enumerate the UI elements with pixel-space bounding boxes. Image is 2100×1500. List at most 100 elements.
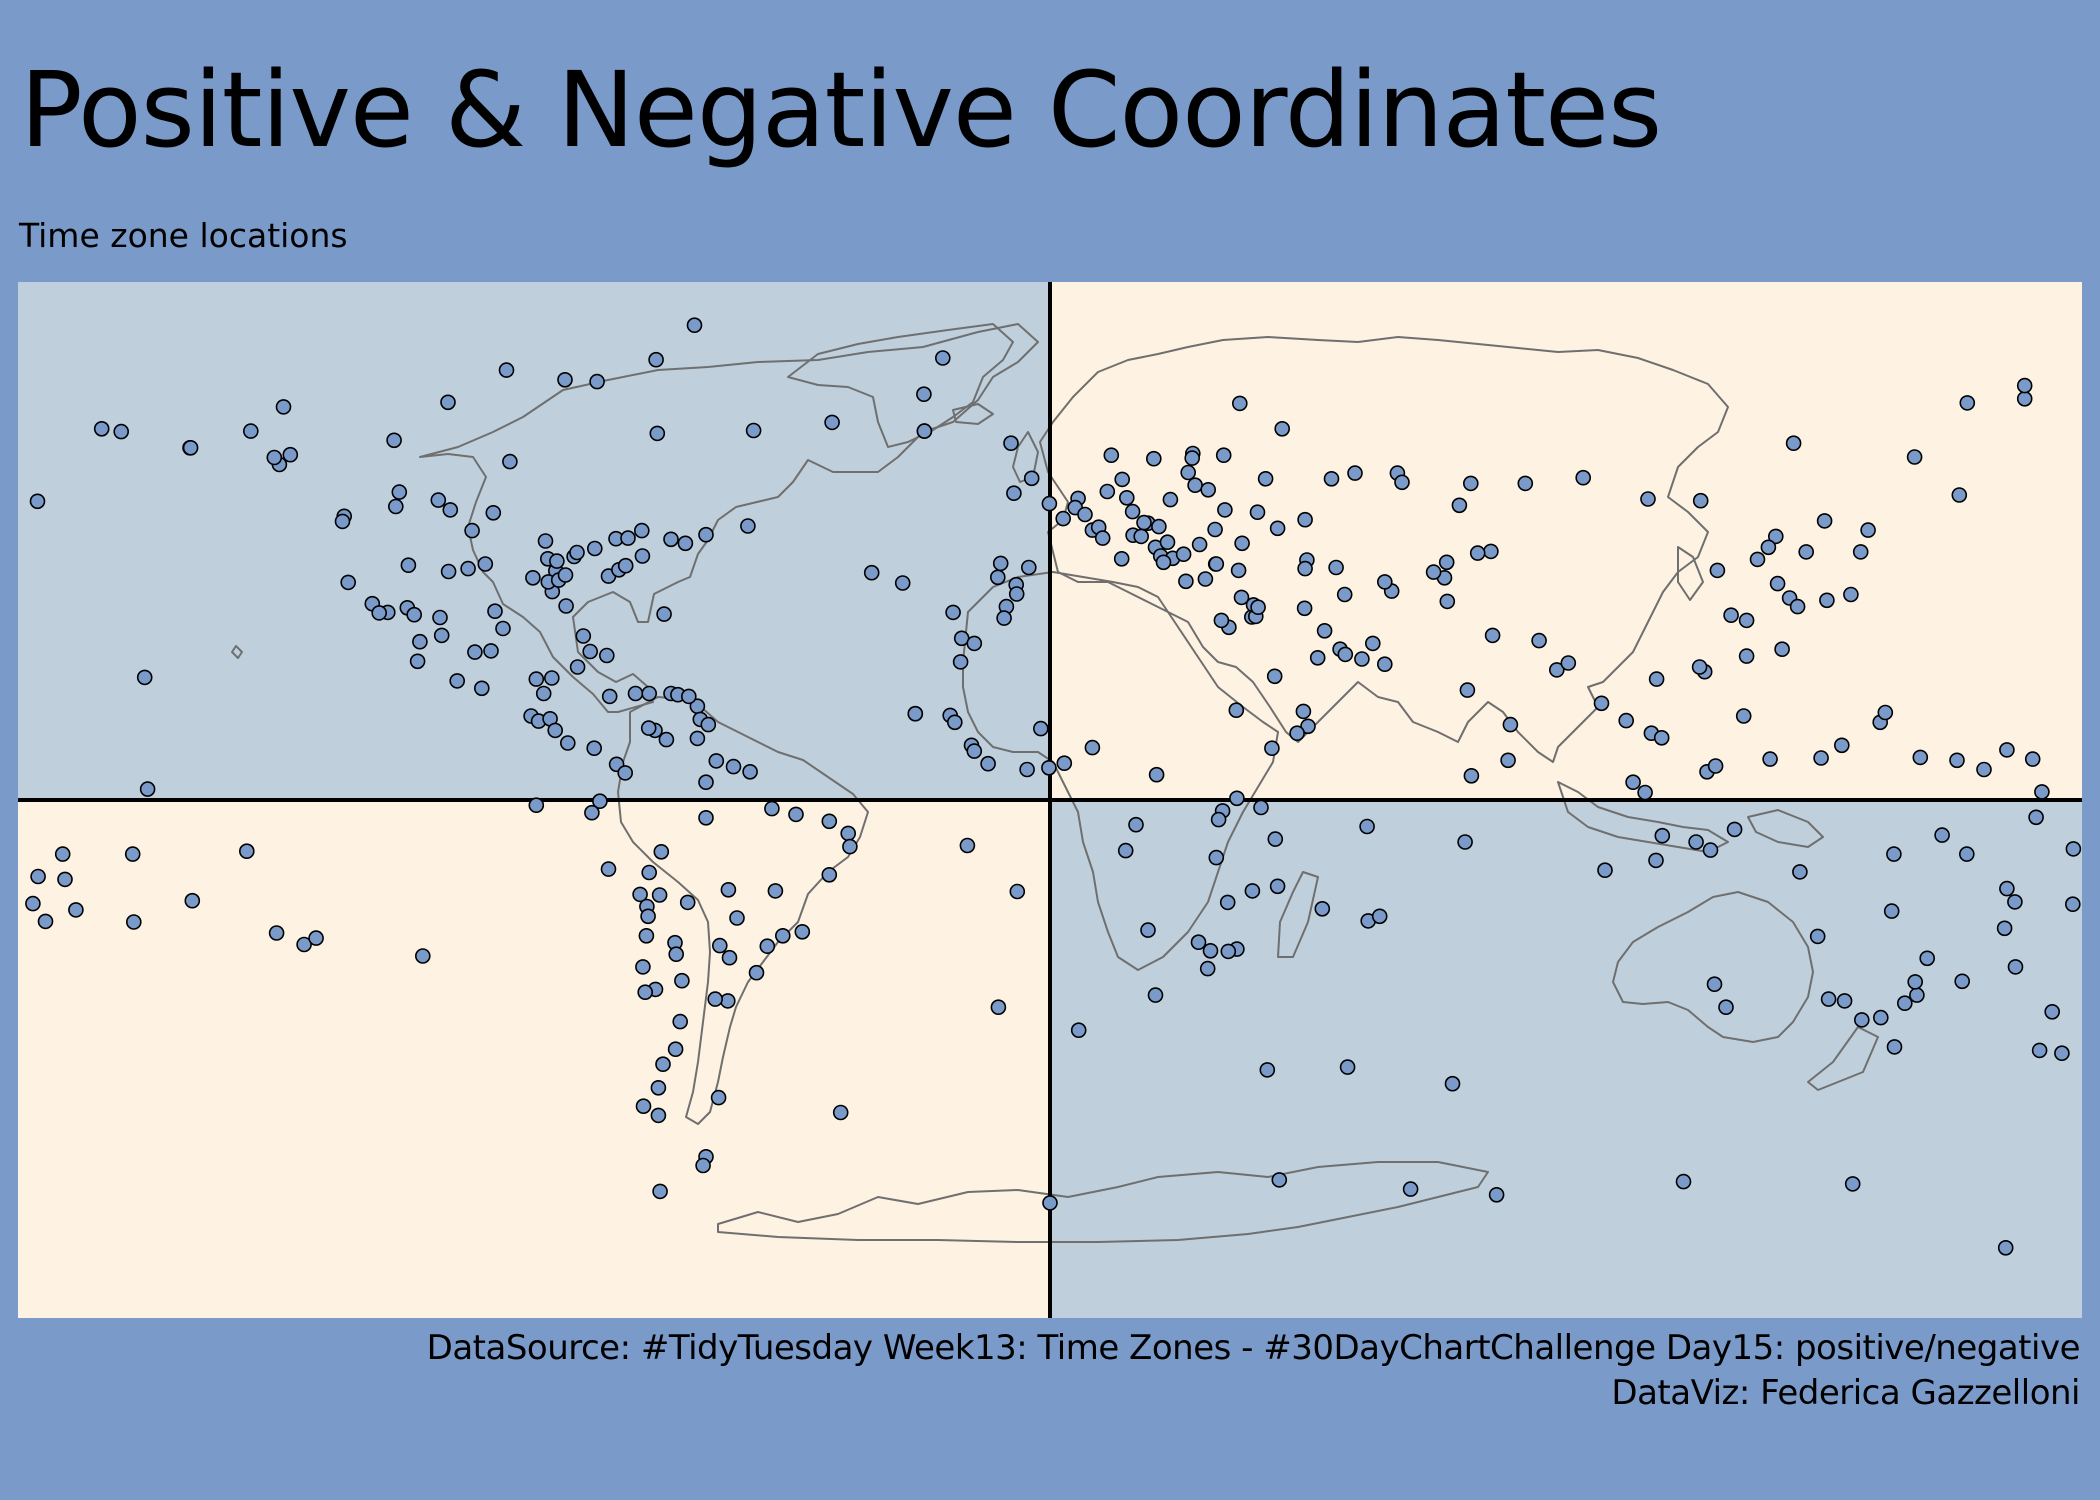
timezone-point (990, 999, 1007, 1016)
timezone-point (677, 535, 694, 552)
timezone-point (650, 1079, 667, 1096)
timezone-point (1019, 761, 1035, 778)
timezone-point (1560, 655, 1577, 671)
timezone-point (934, 350, 951, 366)
timezone-point (1954, 973, 1970, 990)
timezone-point (767, 883, 784, 899)
timezone-point (1789, 598, 1806, 615)
timezone-point (1200, 482, 1216, 498)
timezone-point (946, 714, 963, 731)
timezone-point (1032, 720, 1049, 737)
timezone-point (1718, 999, 1734, 1016)
timezone-point (2065, 841, 2082, 857)
timezone-point (1809, 928, 1826, 945)
timezone-point (821, 813, 838, 830)
timezone-point (1919, 950, 1935, 967)
timezone-point (1023, 470, 1040, 487)
timezone-point (1444, 1075, 1461, 1092)
timezone-point (1084, 739, 1101, 756)
chart-subtitle: Time zone locations (19, 216, 348, 255)
timezone-point (2016, 391, 2033, 407)
timezone-point (668, 946, 685, 963)
timezone-point (653, 843, 670, 860)
timezone-point (832, 1104, 849, 1121)
timezone-point (1723, 607, 1739, 624)
timezone-point (464, 522, 480, 539)
timezone-point (1114, 471, 1130, 488)
timezone-point (1934, 827, 1950, 843)
timezone-point (842, 838, 858, 855)
timezone-point (412, 633, 428, 650)
timezone-point (1820, 991, 1837, 1007)
timezone-point (1769, 575, 1786, 592)
timezone-point (340, 574, 357, 591)
timezone-point (1844, 1176, 1861, 1192)
timezone-point (1999, 880, 2015, 897)
timezone-point (637, 984, 654, 1001)
timezone-point (1271, 1172, 1288, 1188)
country-outline-japan (1677, 546, 1704, 601)
timezone-point (1768, 528, 1784, 545)
timezone-point (136, 669, 153, 686)
timezone-point (430, 492, 447, 508)
timezone-point (698, 526, 714, 543)
timezone-point (1907, 974, 1923, 990)
timezone-point (794, 923, 811, 940)
timezone-point (1207, 521, 1223, 538)
timezone-point (1197, 571, 1214, 587)
timezone-point (698, 809, 714, 826)
timezone-point (1228, 702, 1245, 719)
timezone-point (1232, 395, 1248, 412)
timezone-point (1180, 464, 1196, 481)
timezone-point (1691, 659, 1708, 675)
timezone-point (601, 688, 618, 705)
timezone-point (1648, 671, 1665, 687)
timezone-point (1140, 922, 1156, 938)
timezone-point (640, 908, 656, 925)
timezone-point (537, 533, 554, 549)
timezone-point (710, 1089, 727, 1106)
timezone-point (634, 548, 651, 564)
timezone-point (589, 373, 605, 390)
timezone-point (1709, 562, 1726, 579)
timezone-point (1593, 695, 1610, 712)
timezone-point (1371, 908, 1388, 925)
timezone-point (334, 513, 351, 530)
timezone-point (1912, 749, 1929, 766)
country-outline-greenland (787, 323, 1014, 448)
timezone-point (93, 421, 110, 437)
country-outline-hawaii (231, 645, 243, 659)
timezone-point (2028, 809, 2044, 826)
country-outline-new-guinea (1747, 809, 1824, 848)
timezone-point (1041, 759, 1057, 776)
timezone-point (547, 722, 564, 739)
timezone-point (745, 422, 762, 439)
timezone-point (1147, 987, 1164, 1003)
timezone-point (2016, 377, 2033, 394)
timezone-point (966, 743, 983, 759)
timezone-point (1484, 627, 1501, 644)
timezone-point (30, 868, 46, 885)
timezone-point (725, 758, 742, 775)
quadrant-south-west (18, 800, 1050, 1318)
timezone-point (1184, 450, 1200, 466)
timezone-point (1210, 811, 1227, 828)
timezone-point (477, 556, 494, 572)
timezone-point (1463, 475, 1479, 492)
timezone-point (371, 605, 388, 621)
timezone-point (400, 557, 417, 574)
timezone-point (1834, 737, 1850, 754)
timezone-point (586, 540, 603, 557)
timezone-point (1517, 475, 1534, 492)
timezone-point (700, 716, 717, 733)
timezone-point (1897, 995, 1913, 1012)
timezone-point (1852, 544, 1869, 560)
timezone-point (1883, 903, 1900, 919)
timezone-point (1124, 503, 1141, 520)
timezone-point (1675, 1173, 1692, 1190)
timezone-point (528, 797, 545, 814)
timezone-point (992, 555, 1009, 572)
timezone-point (1323, 471, 1340, 487)
timezone-point (414, 948, 431, 964)
timezone-point (824, 414, 840, 431)
